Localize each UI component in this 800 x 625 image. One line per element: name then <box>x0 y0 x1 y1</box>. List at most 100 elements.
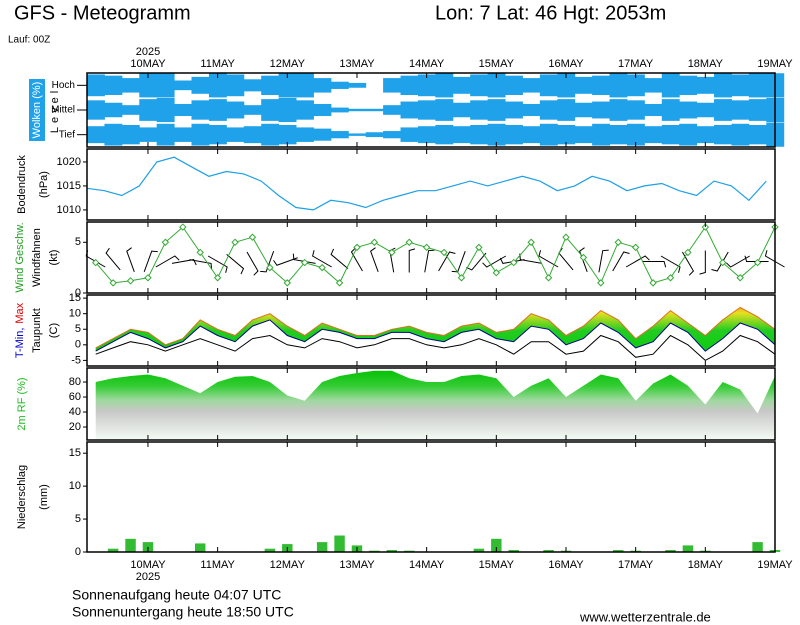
cloud-cover <box>539 100 558 120</box>
level-label: Hoch <box>52 80 75 91</box>
cloud-cover <box>435 73 454 98</box>
y-tick-label: 5 <box>75 236 81 248</box>
cloud-cover <box>139 127 158 142</box>
wind-speed-marker <box>213 274 222 282</box>
y-tick-label: 15 <box>69 447 81 459</box>
cloud-cover <box>417 74 436 97</box>
cloud-cover <box>330 107 349 113</box>
x-tick-label: 14MAY <box>409 559 445 571</box>
y-tick-label: 5 <box>75 513 81 525</box>
cloud-cover <box>383 105 402 115</box>
wind-speed-marker <box>144 274 152 282</box>
y-axis-label-part: (kt) <box>48 250 60 266</box>
wind-barb <box>370 247 379 273</box>
y-axis-label-part: Bodendruck <box>16 155 28 214</box>
y-tick-label: 20 <box>69 421 81 433</box>
panel-frame <box>86 294 776 367</box>
cloud-cover <box>522 126 541 144</box>
wind-barb <box>330 248 349 269</box>
level-label: Mittel <box>51 105 75 116</box>
x-tick-label: 14MAY <box>409 58 445 70</box>
cloud-cover <box>313 128 332 141</box>
cloud-cover <box>731 74 750 97</box>
x-tick-label: 19MAY <box>757 58 793 70</box>
y-axis-label: T-Min, Max <box>14 302 26 358</box>
precip-bar <box>491 538 502 552</box>
x-tick-label: 16MAY <box>548 559 584 571</box>
cloud-cover <box>261 99 280 121</box>
y-tick-label: 15 <box>69 292 81 304</box>
wind-barb <box>499 257 525 264</box>
y-tick-label: 0 <box>75 546 81 558</box>
y-axis-label: Taupunkt <box>31 308 43 353</box>
y-tick-label: 60 <box>69 391 81 403</box>
precip-bar <box>194 543 206 552</box>
cloud-cover <box>104 75 123 96</box>
cloud-cover <box>383 131 402 139</box>
precip-bar <box>543 550 554 552</box>
pressure-line <box>86 156 767 211</box>
wind-barb <box>538 250 559 268</box>
y-axis-label: (mm) <box>38 484 50 510</box>
cloud-cover <box>696 126 715 144</box>
cloud-cover <box>400 127 419 142</box>
cloud-cover <box>174 80 193 91</box>
year-bottom: 2025 <box>136 571 160 583</box>
wind-speed-marker <box>684 248 692 257</box>
cloud-cover <box>557 99 576 121</box>
cloud-cover <box>731 123 750 146</box>
cloud-cover <box>609 73 628 98</box>
cloud-cover <box>278 97 297 123</box>
wind-barb <box>260 250 275 273</box>
cloud-cover <box>191 123 210 146</box>
wind-speed-marker <box>719 258 727 267</box>
cloud-cover <box>330 131 349 139</box>
cloud-cover <box>679 123 698 146</box>
temperature-range <box>95 307 775 352</box>
cloud-cover <box>644 103 663 117</box>
panel-background <box>87 149 775 220</box>
y-tick-label: 40 <box>69 406 81 418</box>
precip-bar <box>316 542 328 552</box>
wind-speed-marker <box>649 279 657 287</box>
cloud-cover <box>296 127 314 142</box>
wind-barb <box>726 255 750 268</box>
cloud-cover <box>679 75 698 96</box>
precip-bar <box>752 542 763 552</box>
cloud-cover <box>313 103 332 117</box>
wind-speed-marker <box>388 248 396 257</box>
wind-speed-marker <box>753 258 762 267</box>
cloud-cover <box>487 73 506 98</box>
cloud-cover <box>592 75 611 96</box>
wind-speed-marker <box>318 263 326 272</box>
y-axis-label-part: Wolken (%) <box>31 82 43 139</box>
wind-speed-marker <box>562 233 570 241</box>
wind-barb <box>660 255 681 273</box>
cloud-cover <box>626 100 645 120</box>
cloud-cover <box>574 102 593 118</box>
wind-speed-marker <box>579 253 588 262</box>
wind-barb <box>438 251 456 272</box>
cloud-cover <box>365 132 384 138</box>
x-tick-label: 10MAY <box>130 58 166 70</box>
y-tick-label: 10 <box>69 308 81 320</box>
cloud-cover <box>609 99 628 121</box>
wind-speed-marker <box>231 238 239 246</box>
y-axis-label-part: Wind Geschw. <box>14 222 26 292</box>
precip-bar <box>386 550 398 552</box>
cloud-cover <box>592 123 611 146</box>
panel-frame <box>86 72 776 148</box>
cloud-cover <box>417 126 436 144</box>
cloud-cover <box>452 126 471 144</box>
cloud-cover <box>104 123 123 146</box>
wind-barb <box>189 259 213 270</box>
y-axis-label-part: (C) <box>48 323 60 338</box>
wind-speed-marker <box>422 243 431 252</box>
wind-speed-marker <box>631 243 640 252</box>
cloud-cover <box>156 73 175 98</box>
cloud-cover <box>452 76 471 94</box>
y-tick-label: 1010 <box>57 204 81 216</box>
wind-speed-marker <box>405 238 413 246</box>
precip-bar <box>264 548 276 552</box>
x-tick-label: 12MAY <box>270 58 306 70</box>
